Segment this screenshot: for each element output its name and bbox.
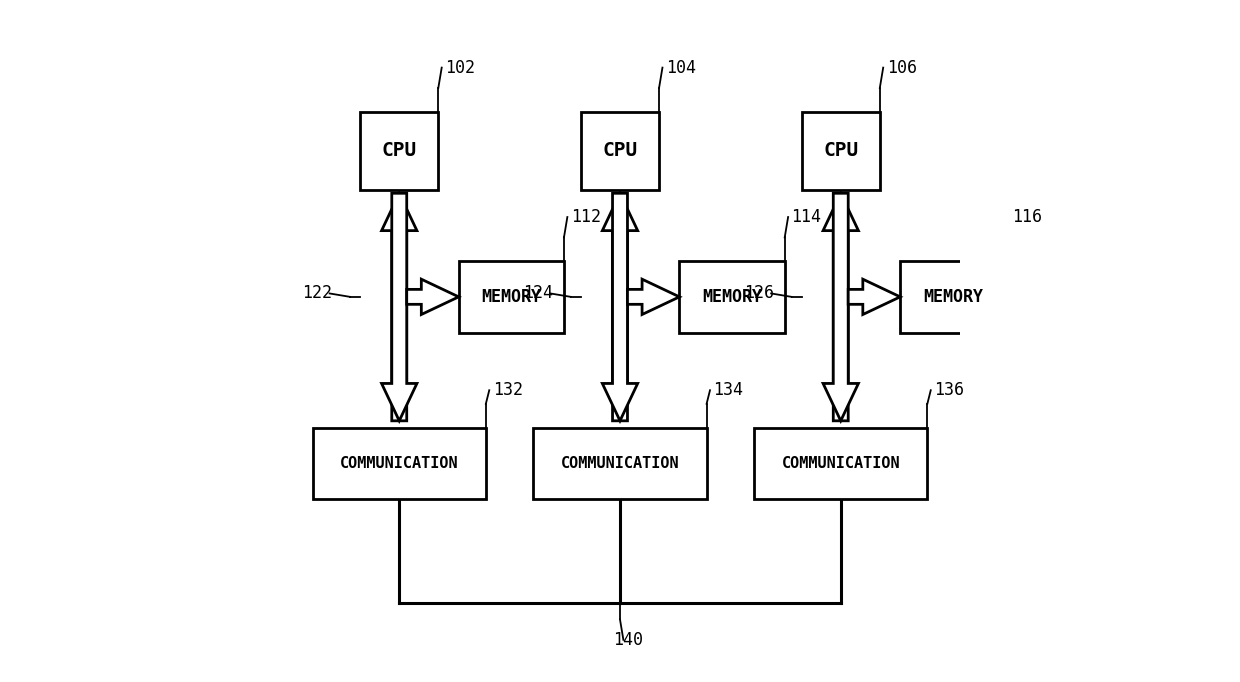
Bar [533,428,707,499]
Bar [582,112,658,190]
Polygon shape [627,279,680,314]
Text: MEMORY: MEMORY [702,288,763,306]
Text: MEMORY: MEMORY [481,288,542,306]
Polygon shape [382,193,417,421]
Text: 140: 140 [614,631,644,649]
Polygon shape [848,279,900,314]
Text: 112: 112 [570,208,600,226]
Text: 106: 106 [887,59,916,76]
Polygon shape [823,193,858,421]
Text: CPU: CPU [382,141,417,160]
Polygon shape [407,279,459,314]
Text: 126: 126 [744,284,774,302]
Bar [360,112,438,190]
Text: 104: 104 [666,59,696,76]
Text: 114: 114 [791,208,822,226]
Bar [459,261,564,333]
Text: COMMUNICATION: COMMUNICATION [340,456,459,471]
Bar [754,428,928,499]
Polygon shape [603,193,637,421]
Bar [900,261,1006,333]
Bar [680,261,785,333]
Bar [312,428,486,499]
Text: COMMUNICATION: COMMUNICATION [781,456,900,471]
Text: COMMUNICATION: COMMUNICATION [560,456,680,471]
Bar [802,112,880,190]
Polygon shape [823,193,858,421]
Text: CPU: CPU [603,141,637,160]
Text: MEMORY: MEMORY [923,288,983,306]
Polygon shape [603,193,637,421]
Text: 132: 132 [492,381,522,399]
Text: 102: 102 [445,59,475,76]
Text: 136: 136 [934,381,965,399]
Polygon shape [382,193,417,421]
Text: 134: 134 [713,381,744,399]
Text: CPU: CPU [823,141,858,160]
Text: 122: 122 [303,284,332,302]
Text: 124: 124 [523,284,553,302]
Text: 116: 116 [1012,208,1043,226]
